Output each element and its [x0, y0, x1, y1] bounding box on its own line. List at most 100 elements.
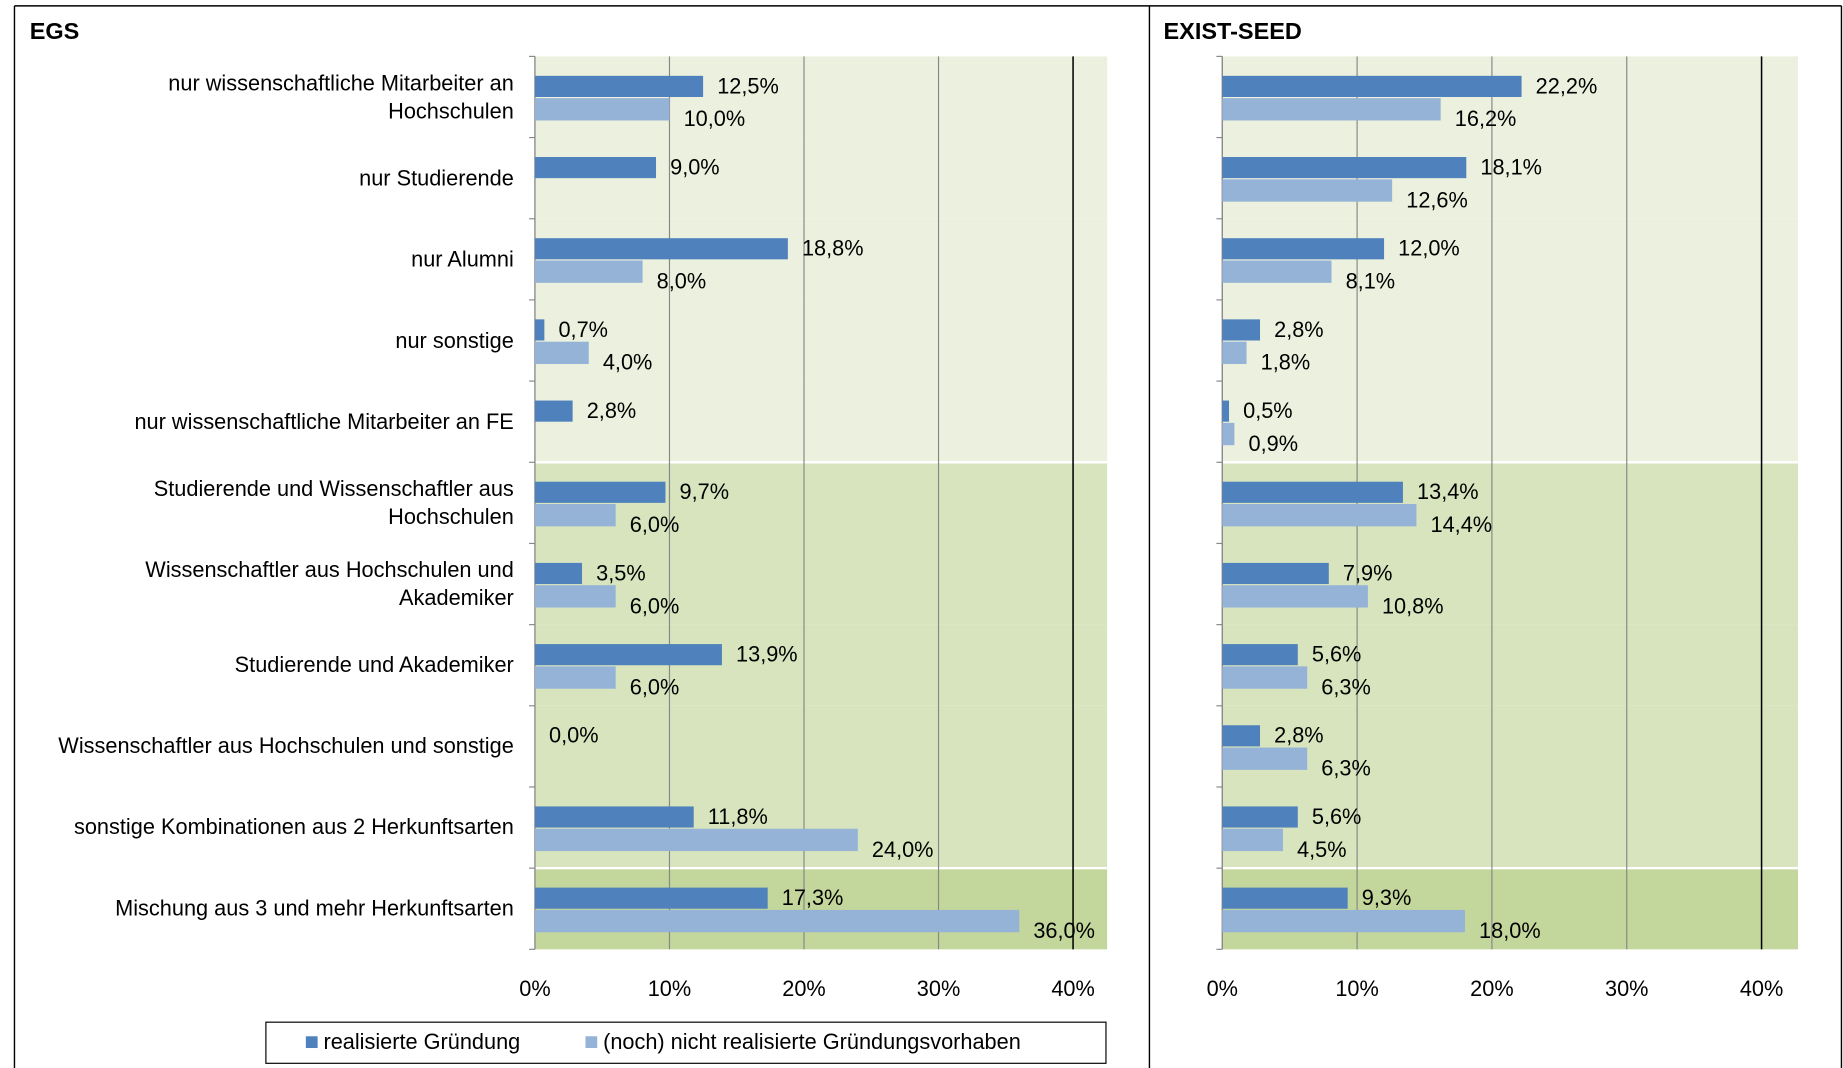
data-label: 0,7% — [558, 317, 608, 342]
x-tick-label: 10% — [648, 976, 691, 1001]
data-label: 16,2% — [1455, 106, 1517, 131]
chart-title: EGS — [30, 18, 80, 44]
legend-box — [265, 1021, 1107, 1064]
bar — [1222, 75, 1522, 97]
bar — [1222, 179, 1393, 202]
y-tick-label: Studierende und Akademiker — [234, 652, 514, 677]
chart-title: EXIST-SEED — [1164, 18, 1302, 44]
bar — [534, 585, 616, 608]
y-tick-label: sonstige Kombinationen aus 2 Herkunftsar… — [73, 814, 514, 840]
data-label: 6,3% — [1321, 674, 1371, 699]
category-label-box: nur sonstige — [395, 327, 514, 353]
bar — [534, 481, 666, 503]
y-tick-label: nur sonstige — [395, 327, 514, 353]
data-label: 9,3% — [1362, 885, 1412, 910]
data-label: 2,8% — [1274, 723, 1324, 748]
category-label-box: Wissenschaftler aus Hochschulen und Akad… — [145, 556, 514, 610]
data-label: 4,5% — [1297, 837, 1347, 862]
bar — [534, 644, 722, 666]
x-tick-label: 10% — [1335, 976, 1378, 1001]
bar — [534, 157, 657, 179]
bar — [1222, 481, 1403, 503]
y-tick-label: Mischung aus 3 und mehr Herkunftsarten — [115, 895, 514, 921]
bar — [534, 98, 670, 121]
data-label: 14,4% — [1431, 512, 1493, 537]
data-label: 6,3% — [1321, 756, 1371, 781]
legend-label: realisierte Gründung — [323, 1029, 520, 1054]
plot-band — [534, 299, 1108, 382]
bar — [1222, 887, 1348, 909]
data-label: 11,8% — [708, 804, 768, 829]
category-label-box: sonstige Kombinationen aus 2 Herkunftsar… — [73, 814, 514, 840]
x-tick-label: 20% — [782, 976, 825, 1001]
bar — [1222, 98, 1441, 121]
y-tick-label: nur wissenschaftliche Mitarbeiter an Hoc… — [168, 69, 514, 123]
x-tick-label: 0% — [519, 976, 550, 1001]
bar — [534, 400, 573, 422]
category-label-box: Studierende und Wissenschaftler aus Hoch… — [154, 476, 514, 529]
bar — [1222, 585, 1368, 608]
bar — [534, 260, 643, 283]
x-tick-label: 40% — [1740, 976, 1783, 1001]
bar — [534, 909, 1020, 933]
data-label: 3,5% — [596, 560, 646, 585]
category-label-box: nur wissenschaftliche Mitarbeiter an FE — [134, 409, 513, 434]
data-label: 10,0% — [684, 106, 746, 131]
data-label: 1,8% — [1261, 350, 1311, 375]
bar — [534, 562, 583, 585]
data-label: 22,2% — [1536, 73, 1598, 98]
data-label: 12,0% — [1398, 236, 1460, 261]
x-tick-label: 20% — [1470, 976, 1513, 1001]
plot-band — [534, 543, 1108, 625]
plot-band — [1222, 299, 1798, 382]
bar — [534, 341, 589, 365]
bar — [1222, 562, 1329, 585]
bar — [1222, 319, 1261, 341]
bar — [1222, 725, 1261, 747]
data-label: 8,0% — [657, 269, 707, 294]
data-label: 0,5% — [1243, 398, 1293, 423]
bar — [534, 828, 858, 852]
bar — [534, 887, 768, 909]
data-label: 13,9% — [736, 642, 798, 667]
data-label: 8,1% — [1346, 269, 1396, 294]
data-label: 5,6% — [1312, 804, 1362, 829]
plot-band — [1222, 786, 1798, 869]
bar — [534, 666, 616, 689]
data-label: 10,8% — [1382, 593, 1444, 618]
data-label: 17,3% — [782, 885, 844, 910]
data-label: 9,0% — [670, 154, 720, 179]
plot-band — [534, 381, 1108, 463]
bar — [1222, 666, 1308, 689]
bar — [534, 806, 694, 828]
bar — [534, 238, 788, 260]
data-label: 6,0% — [630, 674, 680, 699]
data-label: 12,6% — [1406, 187, 1468, 212]
category-label-box: nur Studierende — [359, 165, 514, 190]
data-label: 9,7% — [680, 479, 730, 504]
data-label: 0,0% — [549, 723, 599, 748]
y-tick-label: nur Alumni — [411, 246, 514, 272]
data-label: 6,0% — [630, 593, 680, 618]
data-label: 7,9% — [1343, 560, 1393, 585]
bar — [1222, 341, 1247, 365]
data-label: 4,0% — [603, 350, 653, 375]
data-label: 24,0% — [872, 837, 934, 862]
data-label: 18,0% — [1479, 918, 1541, 943]
y-tick-label: Wissenschaftler aus Hochschulen und sons… — [58, 733, 514, 759]
data-label: 18,8% — [802, 236, 864, 261]
x-tick-label: 40% — [1051, 976, 1094, 1001]
bar — [1222, 747, 1308, 770]
plot-band — [1222, 705, 1798, 787]
plot-band — [1222, 624, 1798, 706]
data-label: 5,6% — [1312, 642, 1362, 667]
bar — [1222, 400, 1230, 422]
y-tick-label: nur Studierende — [359, 165, 514, 190]
data-label: 13,4% — [1417, 479, 1479, 504]
bar — [1222, 806, 1298, 828]
y-tick-label: Wissenschaftler aus Hochschulen und Akad… — [145, 556, 514, 610]
legend-label: (noch) nicht realisierte Gründungsvorhab… — [603, 1029, 1021, 1054]
bar — [1222, 422, 1235, 446]
x-tick-label: 30% — [1605, 976, 1648, 1001]
